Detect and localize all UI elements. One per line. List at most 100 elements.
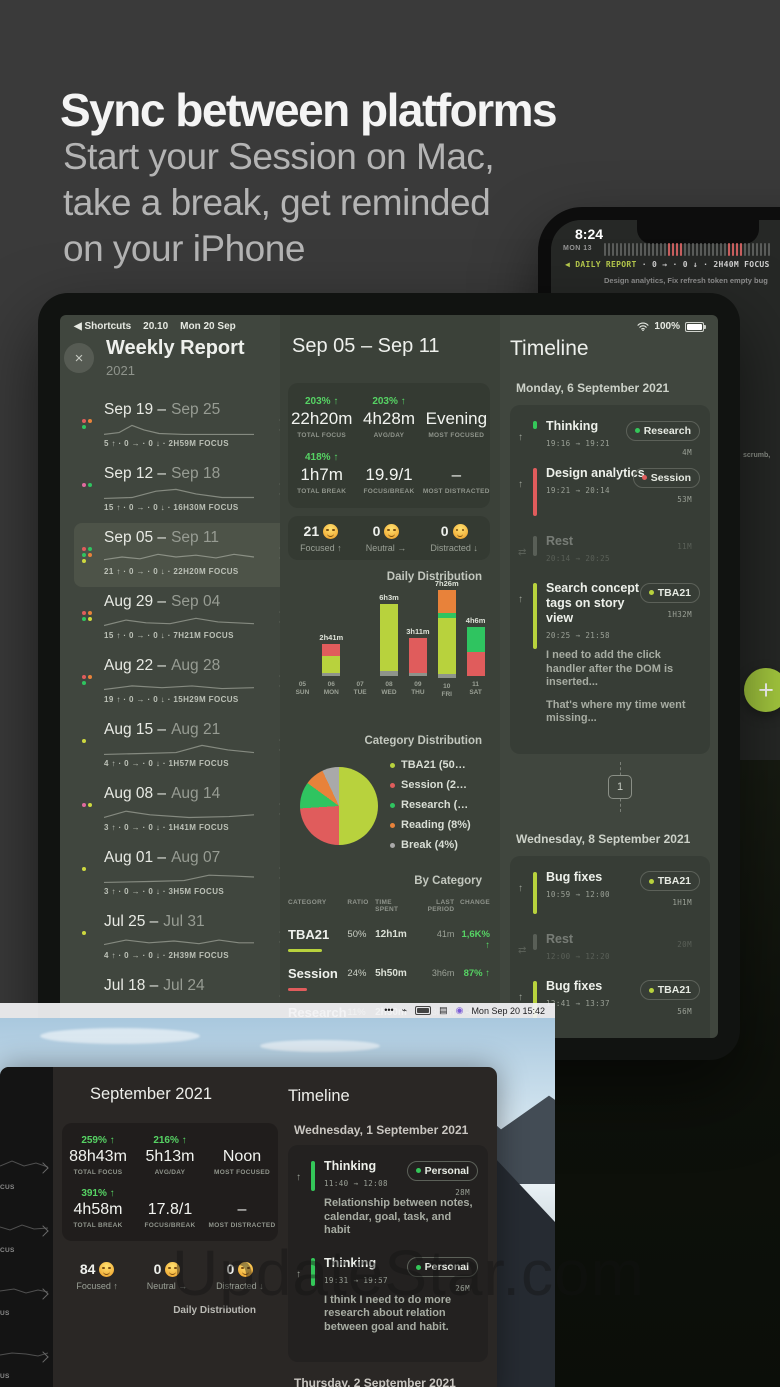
entry-title: Bug fixes — [546, 978, 603, 993]
sidebar-item-fragment[interactable]: CUS — [0, 1205, 53, 1268]
tag-label: Research — [643, 424, 691, 437]
category-tag-pill[interactable]: Personal — [406, 1160, 478, 1181]
page-number[interactable]: 1 — [608, 774, 632, 799]
status-clock: 20.10 — [143, 321, 169, 332]
week-stats-line: 3 ↑ · 0 → · 0 ↓ · 3H5M FOCUS — [104, 887, 225, 896]
week-list-item[interactable]: Jul 25 – Jul 31 4 ↑ · 0 → · 0 ↓ · 2H39M F… — [74, 907, 288, 971]
x-axis-label: 11 SAT — [469, 681, 482, 696]
category-tag-pill[interactable]: Session — [632, 467, 700, 488]
mood-emoji-icon — [165, 1262, 181, 1277]
mood-cell: 0 Distracted ↓ — [430, 523, 478, 553]
week-start: Aug 08 – — [104, 785, 167, 802]
timeline-entry[interactable]: ⇄ Rest 12:00 → 12:20 2 — [518, 932, 700, 961]
mood-label: Focused ↑ — [300, 543, 342, 553]
stat-value: 1h7m — [300, 465, 343, 484]
tag-label: TBA21 — [657, 875, 691, 887]
week-list-item[interactable]: Sep 19 – Sep 25 5 ↑ · 0 → · 0 ↓ · 2H59M F… — [74, 395, 288, 459]
week-list-item[interactable]: Aug 22 – Aug 28 19 ↑ · 0 → · 0 ↓ · 15H29M… — [74, 651, 288, 715]
sparkline-fragment — [0, 1160, 48, 1168]
stat-value: 19.9/1 — [365, 465, 413, 484]
category-dot — [88, 419, 92, 423]
stat-value: 5h13m — [145, 1148, 195, 1165]
add-session-button[interactable]: + — [744, 668, 780, 712]
entry-title: Bug fixes — [546, 869, 603, 884]
week-list-item[interactable]: Aug 01 – Aug 07 3 ↑ · 0 → · 0 ↓ · 3H5M FO… — [74, 843, 288, 907]
week-range-label: Aug 15 – Aug 21 — [104, 721, 274, 739]
category-dots — [82, 419, 96, 429]
category-tag-pill[interactable]: TBA21 — [639, 582, 700, 603]
legend-dot — [390, 783, 395, 788]
menu-bar-clock[interactable]: Mon Sep 20 15:42 — [471, 1005, 545, 1016]
timeline-entry[interactable]: ↑ Bug fixes 10:59 → 12:00 TBA21 — [518, 870, 700, 914]
pencil-icon[interactable]: ⌁ — [401, 1005, 408, 1015]
timeline-pager[interactable]: 1 — [510, 761, 710, 812]
sidebar-item-fragment[interactable]: CUS — [0, 1142, 53, 1205]
mood-count: 0 — [153, 1261, 162, 1277]
stat-label: MOST FOCUSED — [214, 1169, 270, 1176]
subtitle-line: take a break, get reminded — [63, 182, 491, 223]
legend-dot — [390, 843, 395, 848]
bar-segment — [380, 604, 398, 671]
timeline-entry[interactable]: ↑ Thinking 19:16 → 19:21 Research — [518, 419, 700, 457]
category-dot — [82, 739, 86, 743]
timeline-entry[interactable]: ↑ Search concept tags on story view 20:2… — [518, 581, 700, 726]
week-list-item[interactable]: Sep 12 – Sep 18 15 ↑ · 0 → · 0 ↓ · 16H30M… — [74, 459, 288, 523]
mood-label: Neutral → — [365, 543, 407, 553]
ratio-value: 50% — [347, 929, 367, 940]
subtitle-line: Start your Session on Mac, — [63, 136, 495, 177]
mood-label: Distracted ↓ — [430, 543, 478, 553]
subtitle-line: on your iPhone — [63, 228, 305, 269]
week-list-item[interactable]: Jul 18 – Jul 24 — [74, 971, 288, 1035]
week-list-item[interactable]: Aug 08 – Aug 14 3 ↑ · 0 → · 0 ↓ · 1H41M F… — [74, 779, 288, 843]
bar-segment — [380, 671, 398, 676]
timeline-entry[interactable]: ↑ Thinking 19:31 → 19:57 I think I need … — [296, 1256, 478, 1335]
app-menu-icon[interactable]: ◉ — [455, 1005, 464, 1015]
day-bar-column: 05 SUN — [288, 587, 317, 699]
battery-icon[interactable] — [415, 1006, 432, 1015]
bar-segment — [322, 644, 341, 656]
stat-cell: 19.9/1 FOCUS/BREAK — [355, 452, 422, 495]
week-list-item[interactable]: Aug 15 – Aug 21 4 ↑ · 0 → · 0 ↓ · 1H57M F… — [74, 715, 288, 779]
timeline-entry[interactable]: ⇄ Rest 20:14 → 20:25 1 — [518, 534, 700, 563]
bar-value-label: 7h26m — [434, 579, 459, 588]
week-list-item[interactable]: Sep 05 – Sep 11 21 ↑ · 0 → · 0 ↓ · 22H20M… — [74, 523, 288, 587]
category-tag-pill[interactable]: TBA21 — [639, 980, 700, 1000]
category-tag-pill[interactable]: TBA21 — [639, 871, 700, 891]
stat-cell: 203% ↑ 4h28m AVG/DAY — [355, 396, 422, 439]
background-text-fragment: scrumb, — [743, 452, 771, 459]
bar-segment — [437, 674, 456, 678]
more-dots-icon[interactable]: ••• — [384, 1005, 394, 1015]
change-value: 87% ↑ — [463, 968, 490, 979]
stat-value: 4h28m — [363, 409, 415, 428]
pie-legend: TBA21 (50… Session (2… Research (… Readi… — [390, 759, 471, 859]
report-column: Sep 05 – Sep 11 203% ↑ 22h20m TOTAL FOCU… — [280, 315, 500, 1038]
legend-dot — [390, 803, 395, 808]
mood-emoji-icon — [452, 524, 468, 539]
category-dot — [82, 547, 86, 551]
close-report-button[interactable]: × — [64, 343, 94, 373]
category-tag-pill[interactable]: Personal — [406, 1257, 478, 1277]
mood-emoji-icon — [99, 1262, 115, 1277]
timeline-entry[interactable]: ↑ Design analytics 19:21 → 20:14 Session — [518, 466, 700, 516]
category-dot — [82, 931, 86, 935]
timeline-entry[interactable]: ↑ Bug fixes 12:41 → 13:37 TBA21 — [518, 979, 700, 1021]
stat-change-percent: 216% ↑ — [153, 1135, 187, 1146]
stat-value: 22h20m — [290, 409, 353, 428]
week-sparkline — [104, 488, 254, 499]
stat-cell: 259% ↑ 88h43m TOTAL FOCUS — [62, 1135, 134, 1176]
daily-report-banner[interactable]: ◀ DAILY REPORT · 0 → · 0 ↓ · 2H40M FOCUS — [565, 260, 770, 269]
entry-title: Design analytics — [546, 466, 645, 480]
sidebar-item-fragment[interactable]: US — [0, 1268, 53, 1331]
category-distribution-title: Category Distribution — [364, 735, 482, 747]
day-bar-column: 7h26m 10 FRI — [432, 579, 461, 699]
sidebar-item-fragment[interactable]: US — [0, 1331, 53, 1387]
timeline-entry[interactable]: ↑ Thinking 11:40 → 12:08 Relationship be… — [296, 1159, 478, 1238]
timeline-column: Timeline Monday, 6 September 2021 ↑ Thin… — [500, 315, 718, 1038]
back-to-app-indicator[interactable]: ◀ Shortcuts — [74, 321, 132, 332]
display-icon[interactable]: ▤ — [439, 1005, 448, 1015]
cloud — [40, 1028, 200, 1044]
mood-emoji-icon — [238, 1262, 254, 1277]
category-tag-pill[interactable]: Research — [625, 420, 700, 441]
stat-label: MOST FOCUSED — [428, 432, 485, 439]
week-list-item[interactable]: Aug 29 – Sep 04 15 ↑ · 0 → · 0 ↓ · 7H21M … — [74, 587, 288, 651]
